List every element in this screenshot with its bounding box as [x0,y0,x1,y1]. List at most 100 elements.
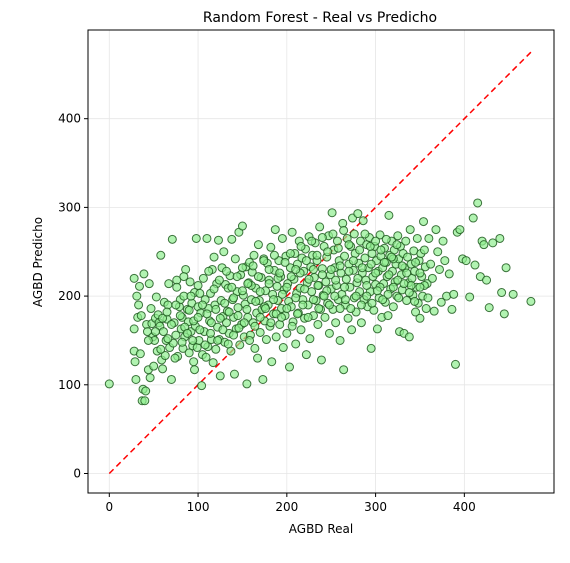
data-point [215,371,225,381]
data-point [287,227,297,237]
data-point [167,234,177,244]
data-point [171,330,181,340]
data-point [237,221,247,231]
data-point [190,365,200,375]
data-point [317,270,327,280]
data-point [285,249,295,259]
data-point [277,289,287,299]
data-point [185,277,195,287]
data-point [250,343,260,353]
data-point [415,313,425,323]
data-point [316,355,326,365]
data-point [205,328,215,338]
data-point [239,318,249,328]
x-tick-label: 0 [105,500,113,514]
data-point [188,335,198,345]
data-point [286,272,296,282]
plot-area-frame [87,29,555,494]
data-point [411,257,421,267]
data-point [233,311,243,321]
data-point [229,293,239,303]
data-point [193,280,203,290]
data-point [392,240,402,250]
data-point [415,268,425,278]
data-point [242,379,252,389]
data-point [197,381,207,391]
data-point [379,257,389,267]
data-point [132,291,142,301]
data-point [356,318,366,328]
data-point [158,364,168,374]
data-point [356,300,366,310]
data-point [221,318,231,328]
data-point [461,256,471,266]
data-point [269,295,279,305]
data-point [298,300,308,310]
data-point [402,268,412,278]
data-point [158,313,168,323]
data-point [143,335,153,345]
data-point [447,304,457,314]
y-tick-label: 200 [58,289,81,303]
data-point [450,359,460,369]
data-point [282,282,292,292]
data-point [198,273,208,283]
data-point [202,233,212,243]
data-point [429,306,439,316]
data-point [388,282,398,292]
data-point [355,245,365,255]
data-point [465,292,475,302]
data-point [304,274,314,284]
data-point [156,250,166,260]
x-tick-label: 400 [453,500,476,514]
data-point [484,303,494,313]
data-point [308,295,318,305]
data-point [401,236,411,246]
data-point [434,264,444,274]
data-point [367,298,377,308]
data-point [264,279,274,289]
data-point [431,225,441,235]
data-point [473,198,483,208]
data-point [211,304,221,314]
data-point [162,307,172,317]
data-point [482,275,492,285]
data-point [497,288,507,298]
data-point [387,252,397,262]
data-point [499,309,509,319]
data-point [307,236,317,246]
data-point [189,357,199,367]
data-point [340,251,350,261]
data-point [301,256,311,266]
data-point [234,323,244,333]
data-point [218,325,228,335]
data-point [215,313,225,323]
data-point [243,279,253,289]
data-point [131,374,141,384]
x-tick-label: 300 [364,500,387,514]
data-point [444,269,454,279]
data-point [253,272,263,282]
data-point [344,266,354,276]
data-point [191,233,201,243]
data-point [249,250,259,260]
data-point [372,286,382,296]
data-point [163,334,173,344]
data-point [381,234,391,244]
data-point [376,245,386,255]
data-point [384,210,394,220]
data-point [303,312,313,322]
data-point [204,266,214,276]
data-point [330,291,340,301]
data-point [129,273,139,283]
data-point [388,302,398,312]
data-point [104,379,114,389]
data-point [488,238,498,248]
data-point [156,344,166,354]
data-point [282,304,292,314]
data-point [242,304,252,314]
data-point [253,240,263,250]
data-point [305,334,315,344]
data-point [179,272,189,282]
data-point [149,361,159,371]
